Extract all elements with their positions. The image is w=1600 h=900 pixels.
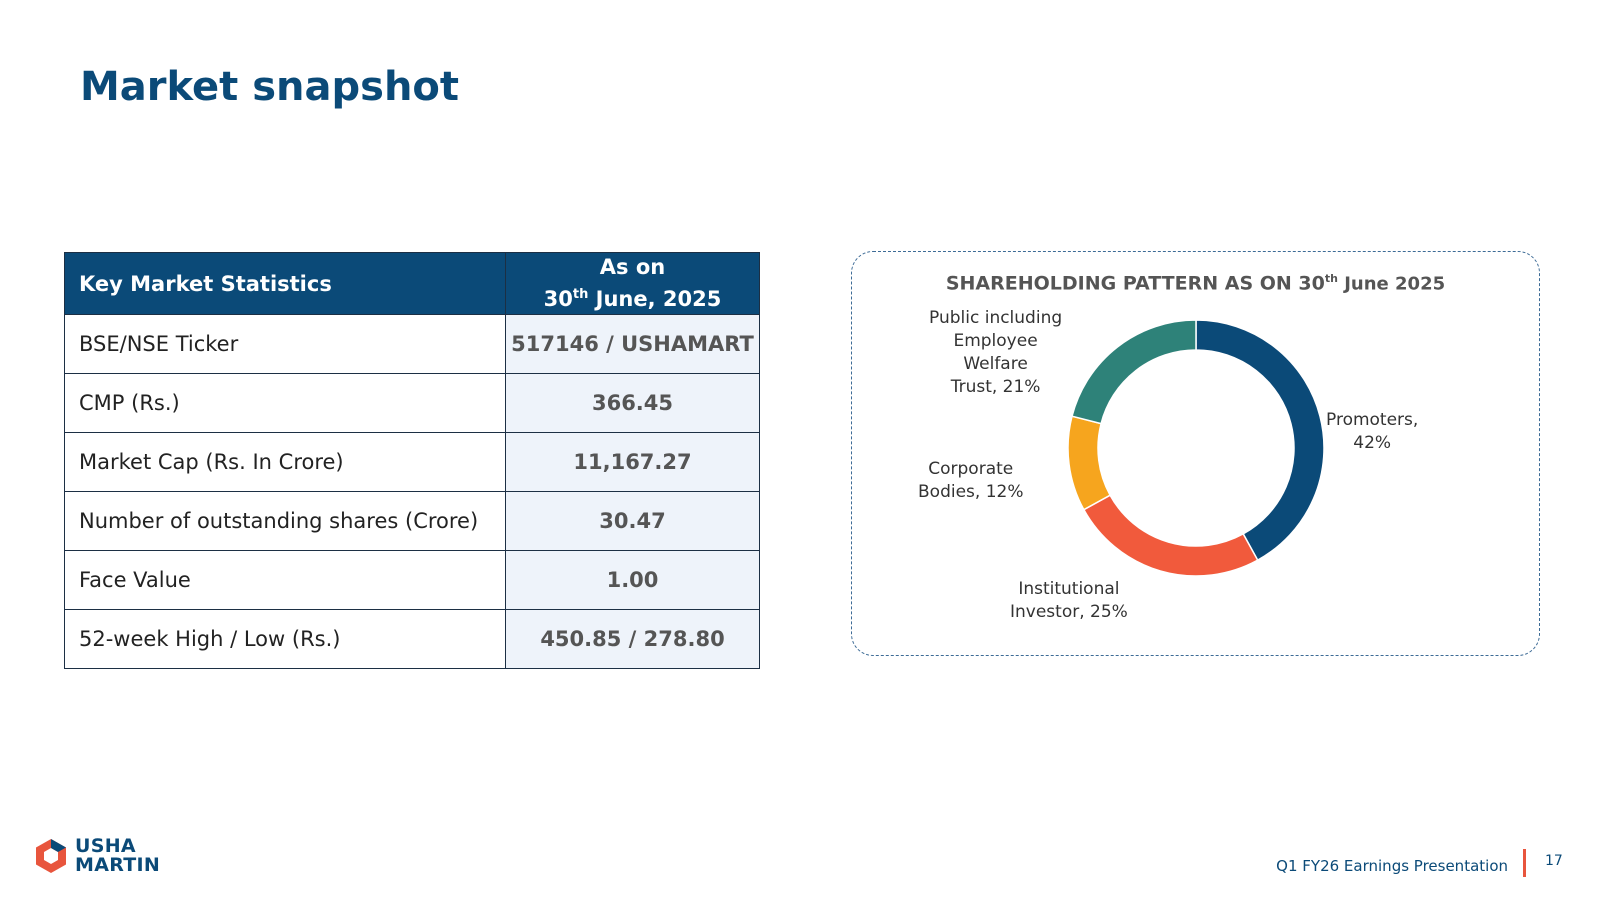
chart-title-main: SHAREHOLDING PATTERN AS ON 30	[945, 272, 1325, 295]
row-label: BSE/NSE Ticker	[64, 314, 506, 374]
label-public-line: Trust, 21%	[950, 377, 1041, 397]
row-value: 366.45	[505, 373, 760, 433]
label-public: Public including Employee Welfare Trust,…	[929, 307, 1062, 399]
footer-divider	[1523, 849, 1526, 877]
label-corporate-line: Bodies, 12%	[918, 482, 1024, 502]
label-public-line: Welfare	[963, 354, 1028, 374]
logo-line2: MARTIN	[75, 854, 161, 876]
row-value: 30.47	[505, 491, 760, 551]
row-label: CMP (Rs.)	[64, 373, 506, 433]
label-promoters: Promoters, 42%	[1326, 409, 1418, 455]
logo-hexagon-icon	[36, 839, 66, 873]
logo-wordmark: USHA MARTIN	[75, 837, 160, 875]
row-value: 517146 / USHAMART	[505, 314, 760, 374]
label-promoters-line: Promoters,	[1326, 410, 1419, 430]
chart-title-tail: June 2025	[1337, 273, 1446, 295]
page-title: Market snapshot	[80, 64, 460, 110]
row-label: Number of outstanding shares (Crore)	[64, 491, 506, 551]
shareholding-donut-chart	[1067, 319, 1325, 577]
row-value: 11,167.27	[505, 432, 760, 492]
header-month-year: June, 2025	[588, 287, 722, 311]
header-day-suffix: th	[572, 287, 589, 302]
label-public-line: Public including	[929, 308, 1063, 328]
label-institutional-line: Investor, 25%	[1010, 602, 1128, 622]
table-row: Market Cap (Rs. In Crore) 11,167.27	[64, 432, 760, 492]
label-corporate: Corporate Bodies, 12%	[918, 458, 1024, 504]
row-value: 1.00	[505, 550, 760, 610]
label-promoters-line: 42%	[1353, 433, 1392, 453]
label-public-line: Employee	[953, 331, 1038, 351]
page-number: 17	[1545, 853, 1563, 869]
key-market-statistics-table: Key Market Statistics As on 30th June, 2…	[64, 252, 760, 669]
donut-slice-corporate	[1067, 415, 1112, 511]
table-row: Number of outstanding shares (Crore) 30.…	[64, 491, 760, 551]
donut-slice-promoters	[1195, 319, 1325, 562]
row-value: 450.85 / 278.80	[505, 609, 760, 669]
header-as-on: As on	[599, 255, 666, 279]
row-label: 52-week High / Low (Rs.)	[64, 609, 506, 669]
table-row: 52-week High / Low (Rs.) 450.85 / 278.80	[64, 609, 760, 669]
label-corporate-line: Corporate	[928, 459, 1014, 479]
row-label: Market Cap (Rs. In Crore)	[64, 432, 506, 492]
table-row: Face Value 1.00	[64, 550, 760, 610]
footer-presentation-title: Q1 FY26 Earnings Presentation	[1276, 857, 1508, 875]
row-label: Face Value	[64, 550, 506, 610]
usha-martin-logo: USHA MARTIN	[33, 837, 160, 875]
header-as-on-date: As on 30th June, 2025	[505, 252, 760, 315]
header-day: 30	[543, 287, 573, 311]
logo-line1: USHA	[75, 835, 136, 857]
donut-slice-public	[1071, 319, 1197, 425]
header-key-market-statistics: Key Market Statistics	[64, 252, 506, 315]
donut-slice-institutional	[1082, 494, 1259, 577]
table-row: CMP (Rs.) 366.45	[64, 373, 760, 433]
table-header-row: Key Market Statistics As on 30th June, 2…	[64, 252, 760, 315]
shareholding-chart-panel: SHAREHOLDING PATTERN AS ON 30th June 202…	[851, 251, 1540, 656]
table-row: BSE/NSE Ticker 517146 / USHAMART	[64, 314, 760, 374]
chart-title: SHAREHOLDING PATTERN AS ON 30th June 202…	[852, 272, 1539, 294]
chart-title-suffix: th	[1324, 272, 1338, 285]
label-institutional: Institutional Investor, 25%	[1010, 578, 1128, 624]
label-institutional-line: Institutional	[1018, 579, 1120, 599]
